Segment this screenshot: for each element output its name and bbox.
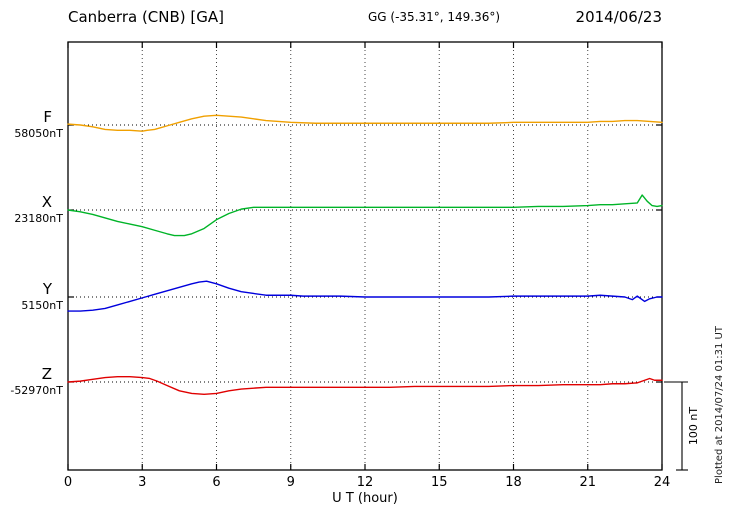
x-tick-label: 21 <box>579 475 596 490</box>
x-tick-label: 3 <box>138 475 146 490</box>
series-x-trace <box>67 194 663 237</box>
series-label-f: F <box>43 108 52 126</box>
x-tick-label: 24 <box>654 475 671 490</box>
series-label-x: X <box>42 193 52 211</box>
series-baseline-z: -52970nT <box>10 384 63 397</box>
series-y-trace <box>67 280 663 312</box>
plot-frame <box>67 41 663 471</box>
x-axis-label: U T (hour) <box>332 491 398 506</box>
series-z-trace <box>67 376 663 396</box>
series-baseline-f: 58050nT <box>14 127 63 140</box>
scale-bar-label: 100 nT <box>687 407 700 445</box>
x-tick-label: 9 <box>287 475 295 490</box>
plot-area: 0 3 6 9 12 15 18 21 24 <box>64 41 688 490</box>
series-label-y: Y <box>42 280 53 298</box>
series-baseline-x: 23180nT <box>14 212 63 225</box>
series-baseline-y: 5150nT <box>21 299 63 312</box>
x-tick-label: 12 <box>357 475 374 490</box>
plot-date: 2014/06/23 <box>576 8 662 26</box>
station-title: Canberra (CNB) [GA] <box>68 8 224 26</box>
plotted-at-note: Plotted at 2014/07/24 01:31 UT <box>714 325 725 484</box>
x-tick-label: 6 <box>212 475 220 490</box>
x-tick-label: 15 <box>431 475 448 490</box>
geographic-coords: GG (-35.31°, 149.36°) <box>368 10 500 24</box>
series-label-z: Z <box>42 365 52 383</box>
x-tick-label: 18 <box>505 475 522 490</box>
x-tick-label: 0 <box>64 475 72 490</box>
series-f-trace <box>67 114 663 132</box>
